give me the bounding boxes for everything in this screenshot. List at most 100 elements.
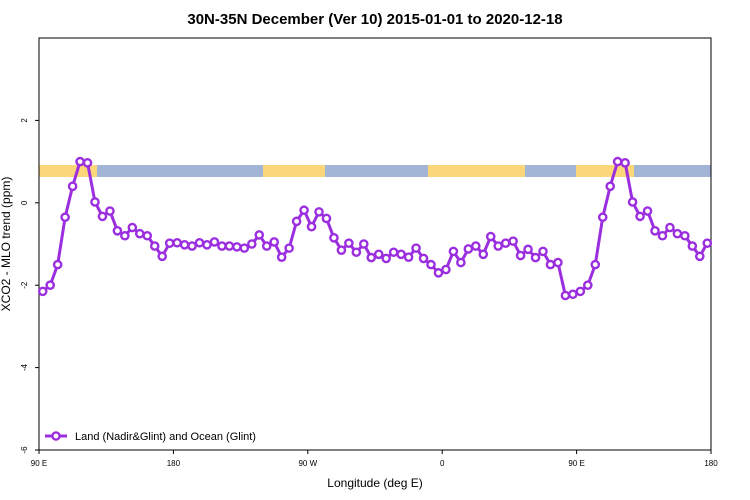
- data-point: [463, 244, 474, 254]
- data-point: [306, 221, 317, 232]
- data-point: [202, 240, 212, 250]
- data-point: [657, 230, 668, 241]
- data-point: [164, 238, 175, 248]
- data-point: [246, 239, 257, 249]
- data-point: [388, 247, 399, 258]
- data-point: [209, 237, 220, 247]
- data-point: [179, 240, 190, 250]
- y-tick-label: 2: [20, 118, 29, 123]
- x-tick-label: 180: [704, 459, 718, 468]
- data-point: [612, 156, 623, 167]
- data-point: [329, 233, 339, 243]
- land-ocean-strip: [39, 165, 711, 177]
- data-point: [90, 197, 100, 207]
- data-point: [441, 264, 451, 275]
- x-tick-label: 180: [167, 459, 181, 468]
- chart-title: 30N-35N December (Ver 10) 2015-01-01 to …: [187, 11, 562, 28]
- data-point: [373, 249, 384, 260]
- x-tick-label: 0: [440, 459, 445, 468]
- data-point: [627, 197, 638, 207]
- data-point: [545, 259, 556, 270]
- data-point: [314, 207, 324, 217]
- data-point: [82, 158, 93, 168]
- data-point: [456, 257, 466, 268]
- data-point: [560, 290, 571, 301]
- data-point: [403, 252, 414, 262]
- y-tick-label: 0: [20, 200, 29, 205]
- land-band: [576, 165, 634, 177]
- legend-swatch-marker: [51, 431, 61, 441]
- data-point: [112, 226, 123, 236]
- data-point: [321, 213, 332, 224]
- data-point: [448, 246, 459, 257]
- data-point: [642, 206, 653, 216]
- y-tick-label: -6: [20, 446, 29, 454]
- ocean-band: [39, 165, 711, 177]
- data-point: [590, 259, 601, 270]
- data-point: [411, 243, 421, 253]
- data-point: [426, 259, 436, 270]
- data-point: [172, 237, 182, 248]
- data-point: [665, 222, 675, 233]
- data-point: [336, 245, 347, 255]
- data-point: [575, 286, 586, 297]
- data-point: [127, 222, 138, 233]
- data-point: [500, 238, 511, 248]
- data-point: [680, 230, 690, 241]
- data-point: [620, 158, 630, 168]
- data-point: [149, 241, 160, 251]
- data-point: [217, 241, 227, 251]
- data-point: [597, 212, 608, 223]
- data-point: [470, 241, 481, 251]
- data-point: [605, 181, 616, 192]
- data-point: [553, 257, 563, 268]
- y-tick-label: -4: [20, 363, 29, 371]
- data-point: [261, 241, 272, 251]
- x-tick-label: 90 E: [31, 459, 47, 468]
- data-point: [396, 249, 406, 260]
- data-point: [702, 238, 713, 248]
- data-point: [134, 228, 145, 239]
- data-point: [485, 231, 496, 242]
- data-point: [523, 244, 533, 255]
- data-point: [358, 239, 369, 249]
- x-tick-label: 90 E: [568, 459, 584, 468]
- data-point: [239, 243, 250, 253]
- data-point: [538, 246, 548, 257]
- data-point: [530, 252, 541, 263]
- data-point: [45, 280, 56, 291]
- y-tick-label: -2: [20, 281, 29, 289]
- y-axis-label: XCO2 - MLO trend (ppm): [0, 177, 13, 312]
- data-point: [366, 252, 377, 263]
- data-point: [67, 181, 78, 192]
- data-point: [142, 230, 153, 241]
- land-band: [263, 165, 325, 177]
- data-point: [687, 241, 698, 251]
- data-point: [515, 250, 526, 261]
- x-tick-label: 90 W: [298, 459, 317, 468]
- data-point: [187, 241, 197, 251]
- data-point: [344, 238, 354, 248]
- x-axis-label: Longitude (deg E): [327, 476, 422, 490]
- data-point: [269, 237, 280, 247]
- legend: Land (Nadir&Glint) and Ocean (Glint): [45, 431, 256, 443]
- data-point: [635, 211, 645, 222]
- data-point: [568, 289, 578, 300]
- data-point: [75, 156, 85, 167]
- data-point: [224, 241, 235, 251]
- data-point: [97, 211, 108, 222]
- data-point: [381, 253, 392, 264]
- data-point: [291, 216, 302, 227]
- data-point: [433, 268, 444, 278]
- data-point: [299, 205, 309, 216]
- data-point: [583, 280, 593, 291]
- data-point: [37, 286, 48, 297]
- data-point: [120, 230, 130, 241]
- data-point: [672, 228, 683, 239]
- data-point: [254, 230, 265, 240]
- land-band: [39, 165, 97, 177]
- data-point: [650, 226, 660, 236]
- data-point: [60, 212, 70, 223]
- data-point: [351, 247, 362, 258]
